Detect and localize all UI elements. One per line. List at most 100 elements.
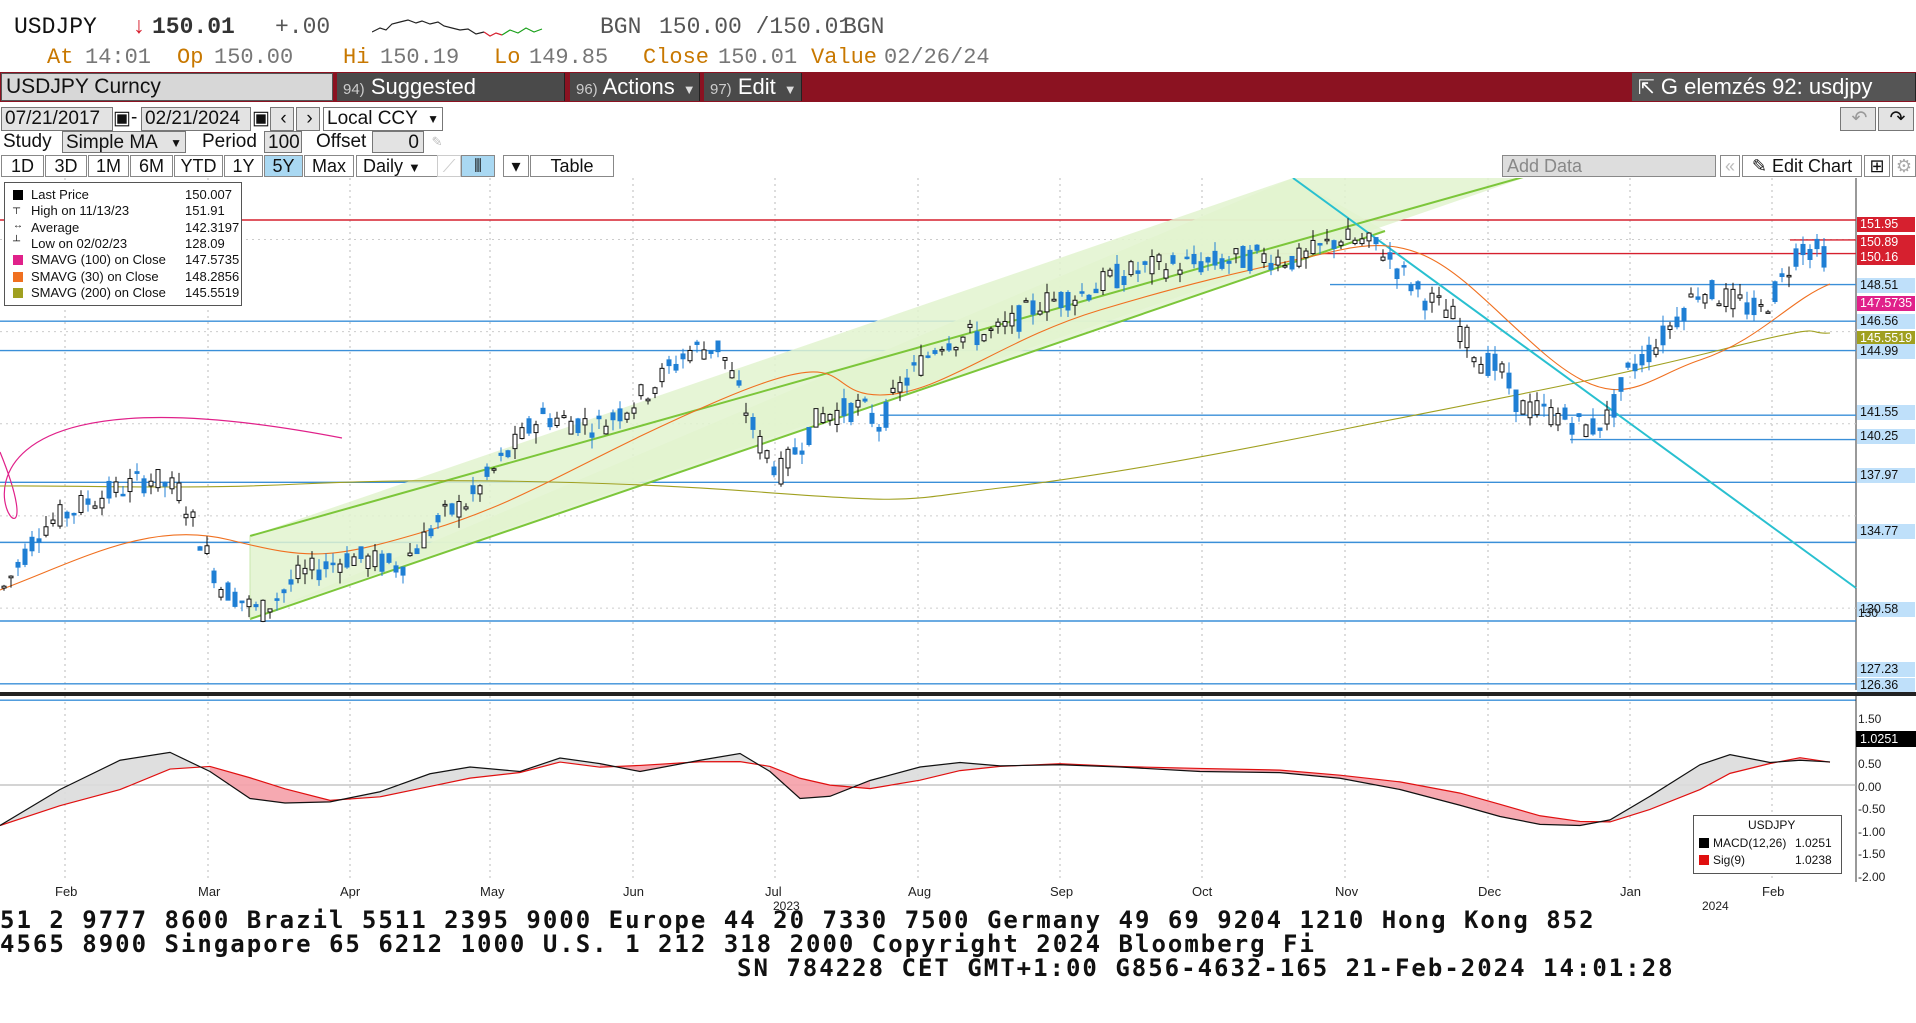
candle-down	[540, 407, 546, 415]
candle-up	[176, 482, 182, 502]
macd-histogram-fill	[800, 778, 830, 799]
calendar-icon[interactable]: ▣	[113, 108, 131, 129]
high-value: 150.19	[380, 45, 460, 70]
legend-row: ↔ Average 142.3197	[9, 220, 239, 236]
chevron-down-icon: ▼	[170, 136, 182, 150]
candle-up	[1072, 299, 1078, 306]
candle-up	[757, 435, 763, 454]
range-button-6m[interactable]: 6M	[130, 155, 173, 177]
candle-up	[302, 567, 308, 575]
candle-up	[1380, 256, 1386, 261]
year-label: 2024	[1702, 899, 1729, 913]
add-data-input[interactable]: Add Data	[1502, 155, 1716, 177]
legend-label: Low on 02/02/23	[31, 235, 128, 251]
candle-down	[1632, 363, 1638, 372]
macd-label: MACD(12,26)	[1713, 836, 1787, 850]
price-tag: 146.56	[1857, 314, 1915, 329]
edit-chart-button[interactable]: ✎ Edit Chart	[1742, 155, 1862, 177]
table-button[interactable]: Table	[530, 155, 614, 177]
undo-button[interactable]: ↶	[1840, 107, 1876, 131]
range-button-ytd[interactable]: YTD	[174, 155, 223, 177]
legend-value: 145.5519	[185, 284, 240, 300]
candle-up	[1688, 293, 1694, 298]
candle-up	[988, 328, 994, 331]
candle-down	[1247, 249, 1253, 271]
candle-up	[190, 511, 196, 518]
range-button-1d[interactable]: 1D	[1, 155, 44, 177]
candle-down	[239, 600, 245, 604]
frequency-select[interactable]: Daily ▼	[356, 155, 458, 177]
candle-down	[274, 598, 280, 601]
pencil-icon[interactable]: ✎	[432, 133, 442, 151]
actions-menu[interactable]: 96) Actions ▼	[570, 73, 700, 101]
close-label: Close	[643, 45, 710, 70]
macd-value: 1.0251	[1795, 836, 1832, 850]
candle-up	[1051, 298, 1057, 302]
suggested-charts-menu[interactable]: 94) Suggested Charts▼	[337, 73, 565, 130]
macd-chart[interactable]	[0, 692, 1916, 882]
macd-axis-label: -1.00	[1858, 824, 1886, 839]
gear-icon[interactable]: ⚙	[1892, 155, 1916, 177]
range-button-1y[interactable]: 1Y	[224, 155, 263, 177]
candle-down	[64, 511, 70, 519]
candle-up	[169, 477, 175, 490]
candle-down	[904, 377, 910, 386]
candle-up	[204, 545, 210, 555]
collapse-icon[interactable]: «	[1720, 155, 1740, 177]
redo-button[interactable]: ↷	[1878, 107, 1914, 131]
candle-up	[99, 497, 105, 509]
calendar-icon[interactable]: ▣	[252, 108, 270, 129]
candle-up	[1338, 241, 1344, 246]
range-button-max[interactable]: Max	[304, 155, 354, 177]
security-field[interactable]: USDJPY Curncy	[1, 73, 333, 101]
candle-down	[1611, 394, 1617, 418]
edit-menu[interactable]: 97) Edit ▼	[704, 73, 802, 101]
candle-up	[638, 384, 644, 397]
macd-histogram-fill	[1280, 770, 1340, 779]
candle-down	[1800, 243, 1806, 256]
candle-up	[8, 575, 14, 579]
start-date-field[interactable]: 07/21/2017	[1, 107, 113, 131]
chart-title-launch[interactable]: ⇱ G elemzés 92: usdjpy	[1632, 73, 1916, 101]
prev-period-button[interactable]: ‹	[270, 107, 294, 131]
offset-input[interactable]: 0	[372, 131, 424, 153]
candle-up	[1737, 294, 1743, 299]
candle-up	[1366, 232, 1372, 242]
candle-down	[848, 402, 854, 423]
candle-up	[1310, 239, 1316, 255]
macd-histogram-fill	[1650, 764, 1700, 810]
candle-up	[1716, 303, 1722, 307]
chart-settings-icon[interactable]: ⊞	[1864, 155, 1890, 177]
range-button-5y[interactable]: 5Y	[264, 155, 303, 177]
candle-up	[1723, 288, 1729, 307]
candle-down	[750, 417, 756, 430]
candle-down	[232, 591, 238, 607]
period-input[interactable]: 100	[264, 131, 302, 153]
candle-down	[841, 398, 847, 417]
legend-swatch: ┬	[13, 203, 21, 215]
price-chart[interactable]	[0, 178, 1916, 743]
month-label: May	[480, 884, 505, 899]
currency-select[interactable]: Local CCY ▼	[323, 107, 443, 131]
more-chevron[interactable]: ▾	[503, 155, 529, 177]
end-date-field[interactable]: 02/21/2024	[141, 107, 251, 131]
range-button-1m[interactable]: 1M	[88, 155, 129, 177]
range-button-3d[interactable]: 3D	[45, 155, 87, 177]
study-select[interactable]: Simple MA ▼	[62, 131, 186, 153]
candle-up	[267, 608, 273, 613]
candle-down	[680, 353, 686, 360]
candle-up	[743, 412, 749, 416]
candle-down	[400, 566, 406, 576]
line-chart-icon[interactable]: ⟋	[437, 155, 461, 177]
down-arrow-icon: ↓	[132, 14, 146, 40]
legend-label: Last Price	[31, 187, 89, 202]
candle-up	[477, 485, 483, 495]
candle-down	[1618, 377, 1624, 392]
candle-up	[491, 468, 497, 471]
candle-up	[890, 387, 896, 393]
price-tag: 140.25	[1857, 429, 1915, 444]
next-period-button[interactable]: ›	[296, 107, 320, 131]
bar-chart-icon[interactable]: ⫴	[461, 155, 495, 177]
candle-up	[1282, 265, 1288, 268]
candle-up	[960, 336, 966, 343]
